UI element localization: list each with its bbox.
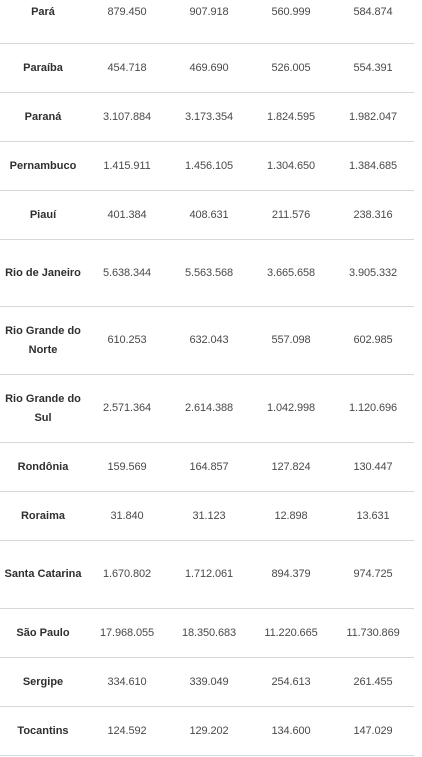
- table-row: Paraná 3.107.884 3.173.354 1.824.595 1.9…: [0, 92, 414, 142]
- value-cell: 164.857: [168, 442, 250, 492]
- value-cell: 879.450: [86, 0, 168, 44]
- value-cell: 3.665.658: [250, 239, 332, 307]
- value-cell: 1.982.047: [332, 92, 414, 142]
- value-cell: 3.905.332: [332, 239, 414, 307]
- value-cell: 254.613: [250, 657, 332, 707]
- value-cell: 261.455: [332, 657, 414, 707]
- table-row: Rio de Janeiro 5.638.344 5.563.568 3.665…: [0, 239, 414, 307]
- state-name-cell: Roraima: [0, 491, 86, 541]
- value-cell: 238.316: [332, 190, 414, 240]
- value-cell: 454.718: [86, 43, 168, 93]
- value-cell: 17.968.055: [86, 608, 168, 658]
- value-cell: 401.384: [86, 190, 168, 240]
- value-cell: 18.350.683: [168, 608, 250, 658]
- value-cell: 557.098: [250, 306, 332, 375]
- state-name-cell: Tocantins: [0, 706, 86, 756]
- table-row: Piauí 401.384 408.631 211.576 238.316: [0, 190, 414, 240]
- value-cell: 610.253: [86, 306, 168, 375]
- state-name-cell: Pará: [0, 0, 86, 44]
- value-cell: 469.690: [168, 43, 250, 93]
- state-name-cell: Sergipe: [0, 657, 86, 707]
- state-name-cell: Rio de Janeiro: [0, 239, 86, 307]
- table-row: Rondônia 159.569 164.857 127.824 130.447: [0, 442, 414, 492]
- value-cell: 408.631: [168, 190, 250, 240]
- value-cell: 602.985: [332, 306, 414, 375]
- value-cell: 134.600: [250, 706, 332, 756]
- value-cell: 5.638.344: [86, 239, 168, 307]
- table-row: Paraíba 454.718 469.690 526.005 554.391: [0, 43, 414, 93]
- state-name-cell: Rondônia: [0, 442, 86, 492]
- value-cell: 907.918: [168, 0, 250, 44]
- state-name-cell: Santa Catarina: [0, 540, 86, 609]
- state-name-cell: Pernambuco: [0, 141, 86, 191]
- state-name-cell: Rio Grande do Norte: [0, 306, 86, 375]
- value-cell: 526.005: [250, 43, 332, 93]
- value-cell: 3.107.884: [86, 92, 168, 142]
- state-name-cell: Paraíba: [0, 43, 86, 93]
- value-cell: 1.415.911: [86, 141, 168, 191]
- table-row: Rio Grande do Sul 2.571.364 2.614.388 1.…: [0, 374, 414, 443]
- value-cell: 1.456.105: [168, 141, 250, 191]
- value-cell: 130.447: [332, 442, 414, 492]
- value-cell: 211.576: [250, 190, 332, 240]
- value-cell: 13.631: [332, 491, 414, 541]
- value-cell: 560.999: [250, 0, 332, 44]
- value-cell: 31.123: [168, 491, 250, 541]
- value-cell: 339.049: [168, 657, 250, 707]
- table-row: Santa Catarina 1.670.802 1.712.061 894.3…: [0, 540, 414, 609]
- value-cell: 1.824.595: [250, 92, 332, 142]
- state-name-cell: Piauí: [0, 190, 86, 240]
- value-cell: 129.202: [168, 706, 250, 756]
- value-cell: 1.120.696: [332, 374, 414, 443]
- table-row: Tocantins 124.592 129.202 134.600 147.02…: [0, 706, 414, 756]
- value-cell: 127.824: [250, 442, 332, 492]
- table-row: Roraima 31.840 31.123 12.898 13.631: [0, 491, 414, 541]
- value-cell: 632.043: [168, 306, 250, 375]
- value-cell: 3.173.354: [168, 92, 250, 142]
- value-cell: 159.569: [86, 442, 168, 492]
- value-cell: 584.874: [332, 0, 414, 44]
- value-cell: 2.614.388: [168, 374, 250, 443]
- value-cell: 1.384.685: [332, 141, 414, 191]
- value-cell: 31.840: [86, 491, 168, 541]
- value-cell: 5.563.568: [168, 239, 250, 307]
- table-row: Pernambuco 1.415.911 1.456.105 1.304.650…: [0, 141, 414, 191]
- table-row: Sergipe 334.610 339.049 254.613 261.455: [0, 657, 414, 707]
- table-row: Rio Grande do Norte 610.253 632.043 557.…: [0, 306, 414, 375]
- value-cell: 2.571.364: [86, 374, 168, 443]
- value-cell: 1.670.802: [86, 540, 168, 609]
- value-cell: 1.304.650: [250, 141, 332, 191]
- value-cell: 1.712.061: [168, 540, 250, 609]
- value-cell: 334.610: [86, 657, 168, 707]
- state-name-cell: Rio Grande do Sul: [0, 374, 86, 443]
- table-row: São Paulo 17.968.055 18.350.683 11.220.6…: [0, 608, 414, 658]
- value-cell: 11.220.665: [250, 608, 332, 658]
- state-name-cell: Paraná: [0, 92, 86, 142]
- value-cell: 554.391: [332, 43, 414, 93]
- value-cell: 11.730.869: [332, 608, 414, 658]
- value-cell: 12.898: [250, 491, 332, 541]
- state-name-cell: São Paulo: [0, 608, 86, 658]
- value-cell: 974.725: [332, 540, 414, 609]
- value-cell: 124.592: [86, 706, 168, 756]
- state-data-table: Pará 879.450 907.918 560.999 584.874 Par…: [0, 0, 414, 756]
- table-row: Pará 879.450 907.918 560.999 584.874: [0, 0, 414, 44]
- value-cell: 147.029: [332, 706, 414, 756]
- value-cell: 1.042.998: [250, 374, 332, 443]
- value-cell: 894.379: [250, 540, 332, 609]
